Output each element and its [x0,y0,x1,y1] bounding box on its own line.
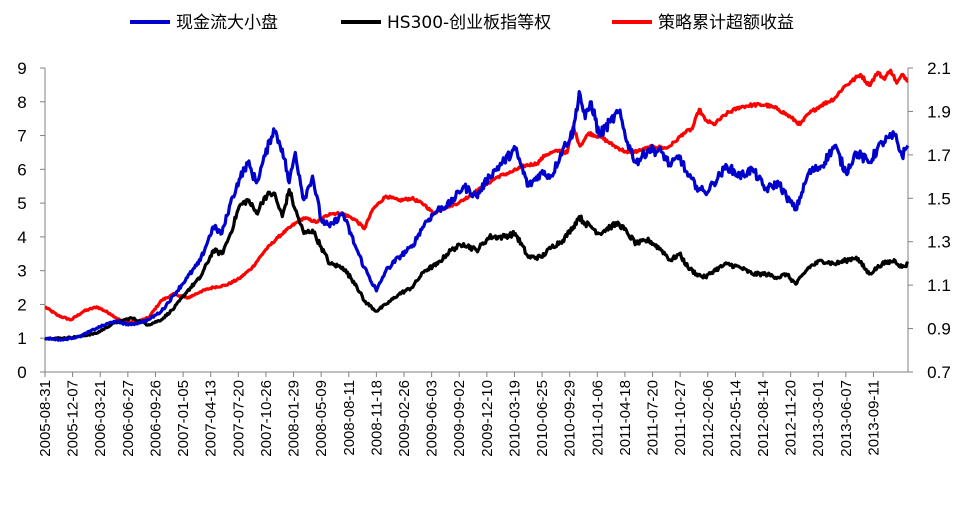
x-tick-label: 2007-07-20 [230,380,247,457]
left-tick-label: 2 [17,295,26,314]
left-tick-label: 8 [17,93,26,112]
legend-label-3: 策略累计超额收益 [658,13,794,33]
series-line-2 [44,188,910,341]
x-tick-label: 2010-03-19 [506,380,523,457]
x-tick-label: 2010-09-29 [562,380,579,457]
legend-label-1: 现金流大小盘 [176,13,278,33]
x-tick-label: 2012-08-14 [755,380,772,457]
x-tick-label: 2012-02-06 [700,380,717,457]
right-tick-label: 0.7 [927,363,951,382]
x-tick-label: 2009-06-03 [424,380,441,457]
x-tick-label: 2011-04-18 [617,380,634,456]
x-tick-label: 2012-05-14 [727,380,744,457]
x-axis: 2005-08-31 2005-12-07 2006-03-21 2006-06-27… [37,372,882,457]
x-tick-label: 2010-06-25 [534,380,551,457]
right-tick-label: 1.1 [927,276,951,295]
x-tick-label: 2008-05-09 [313,380,330,457]
left-tick-label: 4 [17,228,26,247]
left-tick-label: 9 [17,59,26,78]
x-tick-label: 2008-01-29 [286,380,303,457]
x-tick-label: 2007-10-26 [258,380,275,457]
legend: 现金流大小盘 HS300-创业板指等权 策略累计超额收益 [130,13,794,33]
right-tick-label: 2.1 [927,59,951,78]
x-tick-label: 2006-09-26 [147,380,164,457]
left-tick-label: 6 [17,160,26,179]
right-tick-label: 1.9 [927,102,951,121]
left-tick-label: 5 [17,194,26,213]
left-tick-label: 1 [17,329,26,348]
right-tick-label: 1.5 [927,189,951,208]
left-axis: 0 1 2 3 4 5 6 7 8 9 [17,59,45,382]
left-tick-label: 7 [17,127,26,146]
x-tick-label: 2007-01-05 [175,380,192,457]
x-tick-label: 2013-09-11 [865,380,882,456]
x-tick-label: 2009-12-10 [479,380,496,457]
x-tick-label: 2011-10-27 [672,380,689,456]
left-tick-label: 0 [17,363,26,382]
x-tick-label: 2011-07-20 [645,380,662,456]
x-tick-label: 2005-12-07 [65,380,82,457]
x-tick-label: 2005-08-31 [37,380,54,457]
x-tick-label: 2013-06-07 [838,380,855,457]
x-tick-label: 2008-11-18 [368,380,385,456]
right-tick-label: 1.7 [927,146,951,165]
x-tick-label: 2007-04-13 [203,380,220,457]
left-tick-label: 3 [17,262,26,281]
plot-frame [44,68,909,373]
series-group [44,68,910,342]
x-tick-label: 2006-03-21 [92,380,109,457]
x-tick-label: 2012-11-20 [783,380,800,456]
x-tick-label: 2013-03-01 [810,380,827,457]
x-tick-label: 2009-09-02 [451,380,468,457]
right-axis: 0.7 0.9 1.1 1.3 1.5 1.7 1.9 2.1 [908,59,951,382]
x-tick-label: 2008-08-11 [341,380,358,456]
x-tick-label: 2011-01-06 [589,380,606,456]
x-tick-label: 2006-06-27 [120,380,137,457]
x-tick-label: 2009-02-26 [396,380,413,457]
right-tick-label: 1.3 [927,233,951,252]
series-line-1 [44,90,910,342]
legend-label-2: HS300-创业板指等权 [387,13,551,33]
right-tick-label: 0.9 [927,320,951,339]
